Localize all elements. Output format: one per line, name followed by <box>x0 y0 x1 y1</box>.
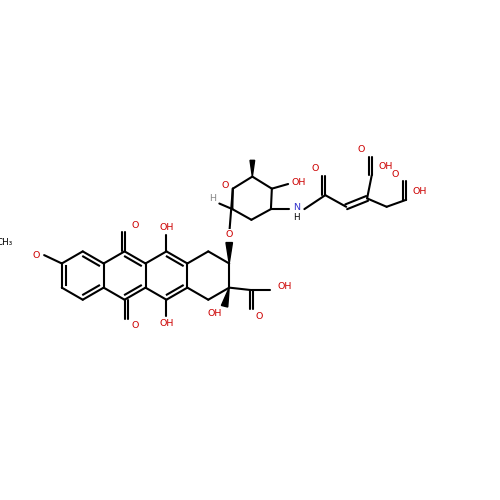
Text: H: H <box>210 194 216 203</box>
Text: O: O <box>131 321 138 330</box>
Text: O: O <box>256 312 263 322</box>
Text: OH: OH <box>413 187 428 196</box>
Text: OH: OH <box>207 308 222 318</box>
Text: O: O <box>312 164 319 172</box>
Text: O: O <box>131 221 138 230</box>
Text: OH: OH <box>159 222 174 232</box>
Polygon shape <box>250 160 254 176</box>
Text: N: N <box>293 203 300 212</box>
Text: OH: OH <box>378 162 393 172</box>
Polygon shape <box>222 288 229 307</box>
Text: H: H <box>293 212 300 222</box>
Text: O: O <box>226 230 233 238</box>
Text: O: O <box>221 181 228 190</box>
Text: CH₃: CH₃ <box>0 238 13 246</box>
Text: O: O <box>32 250 40 260</box>
Text: OH: OH <box>159 320 174 328</box>
Text: OH: OH <box>278 282 291 290</box>
Text: OH: OH <box>291 178 306 187</box>
Text: O: O <box>392 170 399 179</box>
Text: O: O <box>358 145 365 154</box>
Polygon shape <box>226 242 232 264</box>
